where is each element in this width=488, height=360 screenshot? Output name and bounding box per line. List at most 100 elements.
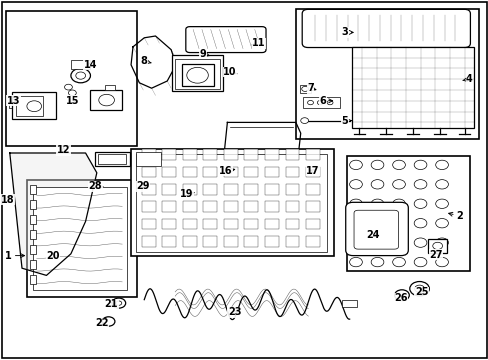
Text: 27: 27 <box>428 250 442 260</box>
Text: 12: 12 <box>57 145 70 156</box>
Circle shape <box>370 160 383 170</box>
Circle shape <box>71 68 90 83</box>
Text: 5: 5 <box>341 116 351 126</box>
Bar <box>183 167 196 177</box>
Text: 24: 24 <box>365 230 379 240</box>
Bar <box>6 11 137 146</box>
Bar <box>182 64 213 86</box>
Bar <box>203 236 217 247</box>
Bar <box>162 149 176 160</box>
Bar <box>285 201 299 212</box>
Bar <box>142 149 155 160</box>
Circle shape <box>435 199 447 208</box>
Circle shape <box>349 180 362 189</box>
Circle shape <box>413 160 426 170</box>
Text: 1: 1 <box>5 251 24 261</box>
Text: 13: 13 <box>7 96 20 106</box>
Circle shape <box>27 101 41 112</box>
Circle shape <box>413 219 426 228</box>
Bar <box>300 162 315 171</box>
Circle shape <box>349 199 362 208</box>
Circle shape <box>414 285 424 292</box>
Bar <box>183 201 196 212</box>
Circle shape <box>300 118 308 123</box>
Circle shape <box>394 290 408 301</box>
Text: 10: 10 <box>223 67 237 77</box>
Circle shape <box>186 67 208 83</box>
FancyBboxPatch shape <box>353 210 398 249</box>
Bar <box>285 167 299 177</box>
Circle shape <box>307 100 313 105</box>
Bar <box>203 184 217 195</box>
Bar <box>175 59 220 89</box>
Bar <box>224 149 237 160</box>
Bar <box>162 184 176 195</box>
Circle shape <box>349 160 362 170</box>
Bar <box>142 167 155 177</box>
Bar <box>305 201 319 212</box>
Circle shape <box>370 199 383 208</box>
Text: 15: 15 <box>65 96 79 106</box>
Text: 29: 29 <box>136 181 149 192</box>
Circle shape <box>392 199 405 208</box>
Bar <box>264 149 278 160</box>
Text: 23: 23 <box>227 307 241 318</box>
Bar <box>90 90 122 110</box>
Bar <box>162 236 176 247</box>
Bar <box>183 149 196 160</box>
Circle shape <box>435 238 447 247</box>
Text: 20: 20 <box>46 251 60 261</box>
Bar <box>33 187 127 290</box>
FancyBboxPatch shape <box>302 9 469 48</box>
Bar <box>244 201 258 212</box>
Circle shape <box>435 219 447 228</box>
Circle shape <box>326 100 332 105</box>
Bar <box>285 149 299 160</box>
Bar <box>224 201 237 212</box>
Circle shape <box>112 298 125 308</box>
Bar <box>203 201 217 212</box>
Text: 14: 14 <box>83 60 97 70</box>
Circle shape <box>99 94 114 106</box>
Bar <box>351 47 473 128</box>
Bar <box>244 236 258 247</box>
Text: 2: 2 <box>448 211 462 221</box>
Bar <box>131 149 333 256</box>
Circle shape <box>413 199 426 208</box>
Bar <box>303 97 339 108</box>
Bar <box>264 167 278 177</box>
Bar <box>136 154 326 252</box>
Circle shape <box>370 238 383 247</box>
Bar <box>105 85 115 90</box>
Circle shape <box>370 180 383 189</box>
FancyBboxPatch shape <box>345 202 407 256</box>
Text: 21: 21 <box>104 299 118 309</box>
Bar <box>183 236 196 247</box>
Bar <box>299 85 310 93</box>
Circle shape <box>409 282 428 296</box>
Circle shape <box>413 180 426 189</box>
Circle shape <box>301 86 308 91</box>
Bar <box>244 167 258 177</box>
Text: 17: 17 <box>305 166 319 176</box>
Bar <box>224 219 237 229</box>
Bar <box>71 60 90 69</box>
Bar <box>142 219 155 229</box>
Bar <box>30 245 36 254</box>
Bar <box>295 9 478 139</box>
Circle shape <box>349 257 362 267</box>
Text: 6: 6 <box>319 96 332 106</box>
Bar <box>27 180 137 297</box>
Text: 18: 18 <box>0 195 14 205</box>
Bar <box>172 55 223 91</box>
FancyBboxPatch shape <box>185 27 265 53</box>
Circle shape <box>370 219 383 228</box>
Bar <box>203 149 217 160</box>
Text: 22: 22 <box>95 318 108 328</box>
Circle shape <box>370 257 383 267</box>
Bar <box>183 184 196 195</box>
Bar <box>285 236 299 247</box>
Bar <box>30 275 36 284</box>
Circle shape <box>349 238 362 247</box>
Bar <box>244 219 258 229</box>
